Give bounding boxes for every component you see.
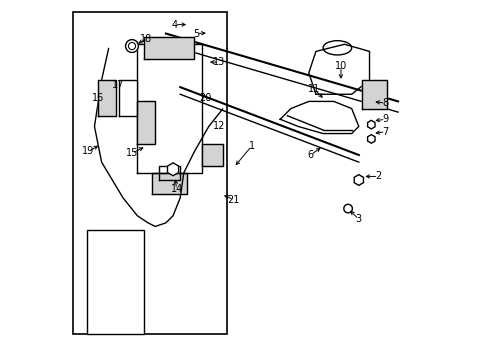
Polygon shape — [362, 80, 386, 109]
Text: 10: 10 — [334, 61, 346, 71]
Text: 2: 2 — [375, 171, 381, 181]
Polygon shape — [144, 37, 194, 59]
Text: 7: 7 — [382, 127, 388, 137]
Text: 1: 1 — [248, 141, 254, 151]
Text: 6: 6 — [307, 150, 313, 160]
Text: 11: 11 — [307, 84, 320, 94]
Text: 5: 5 — [193, 28, 199, 39]
Bar — [87, 230, 144, 334]
Text: 12: 12 — [213, 121, 225, 131]
Text: 4: 4 — [171, 19, 178, 30]
Text: 18: 18 — [140, 34, 152, 44]
Polygon shape — [151, 173, 187, 194]
Polygon shape — [308, 44, 369, 94]
Text: 3: 3 — [355, 214, 361, 224]
Polygon shape — [280, 102, 358, 134]
Text: 19: 19 — [82, 147, 94, 157]
Polygon shape — [98, 80, 116, 116]
Text: 14: 14 — [170, 184, 183, 194]
Polygon shape — [201, 144, 223, 166]
Ellipse shape — [323, 41, 351, 55]
Text: 9: 9 — [382, 114, 388, 124]
Text: 21: 21 — [227, 195, 240, 204]
Polygon shape — [137, 44, 201, 173]
Text: 20: 20 — [199, 93, 211, 103]
Text: 16: 16 — [92, 93, 104, 103]
Polygon shape — [137, 102, 155, 144]
Text: 17: 17 — [111, 80, 123, 90]
Bar — [73, 12, 226, 334]
Polygon shape — [119, 80, 137, 116]
Circle shape — [343, 204, 352, 213]
Text: 13: 13 — [213, 57, 225, 67]
Text: 8: 8 — [382, 98, 388, 108]
Text: 15: 15 — [125, 148, 138, 158]
Circle shape — [125, 40, 138, 53]
